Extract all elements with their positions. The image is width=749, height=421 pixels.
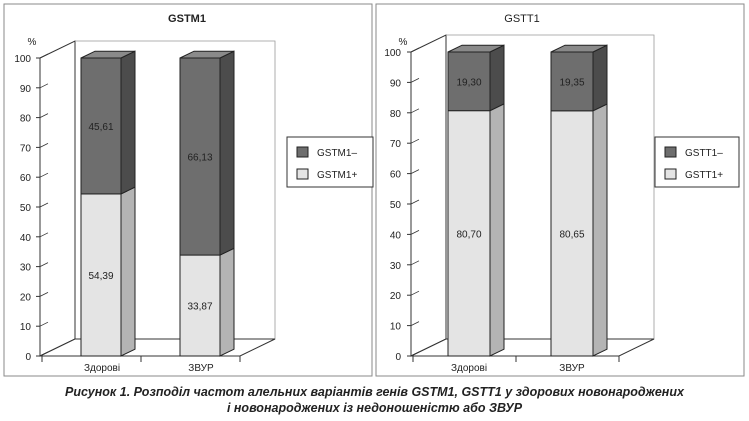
data-label-gstt1plus-1: 80,65 bbox=[559, 229, 584, 240]
y-tick-label: 80 bbox=[20, 114, 32, 125]
bar-gstt1minus-1 bbox=[550, 51, 594, 112]
y-tick-label: 90 bbox=[20, 84, 32, 95]
y-tick-label: 100 bbox=[384, 48, 401, 59]
y-tick-label: 60 bbox=[390, 170, 402, 181]
bar-side-gstt1minus-1 bbox=[592, 44, 608, 112]
figure-caption-line-2: і новонароджених із недоношеністю або ЗВ… bbox=[226, 401, 523, 415]
x-category-label: ЗВУР bbox=[188, 363, 214, 374]
y-tick-label: 80 bbox=[390, 109, 402, 120]
x-category-label: Здорові bbox=[451, 363, 487, 374]
y-tick-diagonal bbox=[410, 290, 420, 296]
y-tick-label: 70 bbox=[390, 139, 402, 150]
y-tick-label: 20 bbox=[20, 292, 32, 303]
y-tick-label: 30 bbox=[20, 263, 32, 274]
y-axis-unit-label: % bbox=[399, 37, 408, 48]
legend-label: GSTM1+ bbox=[317, 170, 357, 181]
bar-gstm1plus-0 bbox=[80, 193, 122, 357]
floor bbox=[410, 338, 655, 357]
data-label-gstm1plus-0: 54,39 bbox=[88, 271, 113, 282]
legend-swatch bbox=[664, 146, 677, 158]
data-label-gstt1plus-0: 80,70 bbox=[456, 229, 481, 240]
legend-swatch bbox=[296, 146, 309, 158]
bar-gstm1minus-0 bbox=[80, 57, 122, 195]
y-tick-label: 30 bbox=[390, 261, 402, 272]
y-tick-diagonal bbox=[410, 321, 420, 326]
y-tick-diagonal bbox=[410, 47, 420, 53]
bar-side-gstt1plus-1 bbox=[592, 103, 608, 357]
y-tick-label: 10 bbox=[390, 322, 402, 333]
y-tick-diagonal bbox=[410, 230, 420, 235]
y-tick-label: 60 bbox=[20, 173, 32, 184]
bar-side-gstm1plus-1 bbox=[219, 247, 235, 357]
y-tick-diagonal bbox=[39, 113, 49, 118]
figure-caption-line-1: Рисунок 1. Розподіл частот алельних варі… bbox=[65, 385, 684, 399]
y-tick-diagonal bbox=[39, 172, 49, 178]
y-tick-diagonal bbox=[39, 351, 49, 357]
y-tick-diagonal bbox=[410, 138, 420, 144]
x-category-label: Здорові bbox=[84, 363, 120, 374]
y-tick-diagonal bbox=[39, 53, 49, 59]
y-tick-diagonal bbox=[410, 260, 420, 266]
y-tick-label: 20 bbox=[390, 291, 402, 302]
y-tick-diagonal bbox=[410, 351, 420, 357]
y-tick-diagonal bbox=[39, 143, 49, 148]
y-tick-diagonal bbox=[39, 321, 49, 327]
y-tick-diagonal bbox=[39, 232, 49, 238]
y-tick-diagonal bbox=[410, 78, 420, 83]
y-tick-label: 0 bbox=[25, 352, 31, 363]
bar-top-0 bbox=[80, 50, 136, 59]
data-label-gstm1plus-1: 33,87 bbox=[187, 302, 212, 313]
y-tick-label: 70 bbox=[20, 143, 32, 154]
y-tick-label: 40 bbox=[390, 230, 402, 241]
legend-swatch bbox=[296, 168, 309, 180]
bar-gstt1plus-0 bbox=[447, 110, 491, 357]
x-category-label: ЗВУР bbox=[559, 363, 585, 374]
y-tick-label: 50 bbox=[20, 203, 32, 214]
chart-title: GSTM1 bbox=[168, 13, 206, 25]
chart-gstm1: GSTM1% 0 10 20 30 40 50 60 70 80 90 100 54,39 45,61 Зд… bbox=[14, 13, 374, 374]
data-label-gstm1minus-1: 66,13 bbox=[187, 153, 212, 164]
bar-gstm1plus-1 bbox=[179, 254, 221, 357]
bar-side-gstt1plus-0 bbox=[489, 103, 505, 357]
y-tick-label: 40 bbox=[20, 233, 32, 244]
y-tick-label: 0 bbox=[395, 352, 401, 363]
bar-side-gstm1minus-1 bbox=[219, 50, 235, 256]
y-tick-diagonal bbox=[39, 83, 49, 89]
y-tick-diagonal bbox=[410, 199, 420, 205]
bar-side-gstt1minus-0 bbox=[489, 44, 505, 112]
y-tick-label: 50 bbox=[390, 200, 402, 211]
bar-gstm1minus-1 bbox=[179, 57, 221, 256]
bar-top-0 bbox=[447, 44, 505, 53]
y-tick-label: 100 bbox=[14, 54, 31, 65]
bar-top-1 bbox=[550, 44, 608, 53]
chart-gstt1: GSTT1% 0 10 20 30 40 50 60 70 80 90 100 80,70 19,30 Зд… bbox=[384, 13, 740, 374]
data-label-gstt1minus-1: 19,35 bbox=[559, 77, 584, 88]
bar-top-1 bbox=[179, 50, 235, 59]
legend-label: GSTM1– bbox=[317, 148, 357, 159]
bar-gstt1plus-1 bbox=[550, 110, 594, 357]
y-tick-diagonal bbox=[39, 262, 49, 267]
left-wall bbox=[410, 34, 447, 357]
chart-title: GSTT1 bbox=[504, 13, 539, 25]
data-label-gstm1minus-0: 45,61 bbox=[88, 122, 113, 133]
left-wall bbox=[39, 40, 76, 357]
bar-side-gstm1plus-0 bbox=[120, 186, 136, 357]
floor bbox=[39, 338, 276, 357]
y-tick-diagonal bbox=[39, 202, 49, 208]
bar-side-gstm1minus-0 bbox=[120, 50, 136, 195]
y-tick-diagonal bbox=[410, 169, 420, 174]
legend-label: GSTT1+ bbox=[685, 170, 723, 181]
bar-gstt1minus-0 bbox=[447, 51, 491, 112]
y-axis-unit-label: % bbox=[28, 37, 37, 48]
y-tick-diagonal bbox=[39, 292, 49, 297]
y-tick-diagonal bbox=[410, 108, 420, 114]
y-tick-label: 10 bbox=[20, 322, 32, 333]
data-label-gstt1minus-0: 19,30 bbox=[456, 77, 481, 88]
legend-swatch bbox=[664, 168, 677, 180]
y-tick-label: 90 bbox=[390, 78, 402, 89]
legend-label: GSTT1– bbox=[685, 148, 723, 159]
